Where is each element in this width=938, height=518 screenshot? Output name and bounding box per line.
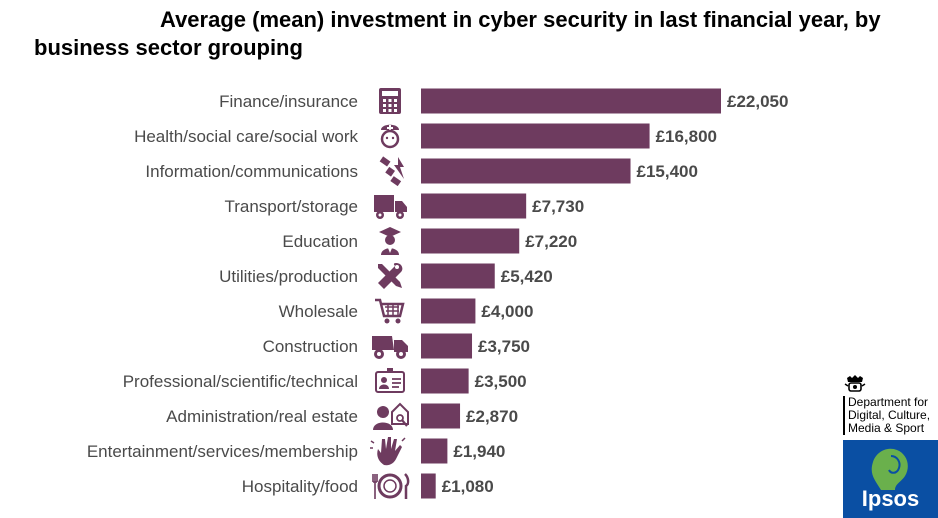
plate-cutlery-icon: [372, 473, 410, 499]
category-label: Hospitality/food: [242, 477, 358, 496]
chart-title-line-1: Average (mean) investment in cyber secur…: [160, 7, 881, 32]
chart-title-line-2: business sector grouping: [34, 35, 303, 60]
bar: [421, 193, 527, 219]
value-label: £7,730: [532, 197, 584, 216]
value-label: £22,050: [727, 92, 788, 111]
value-label: £7,220: [525, 232, 577, 251]
graduate-icon: [379, 227, 401, 255]
dcms-line-2: Digital, Culture,: [848, 408, 931, 422]
tools-icon: [378, 263, 403, 289]
chart-title: Average (mean) investment in cyber secur…: [34, 6, 934, 62]
dump-truck-icon: [372, 336, 408, 359]
category-label: Transport/storage: [224, 197, 358, 216]
category-label: Finance/insurance: [219, 92, 358, 111]
bar: [421, 473, 436, 499]
truck-icon: [374, 195, 407, 219]
category-label: Health/social care/social work: [134, 127, 358, 146]
category-label: Information/communications: [145, 162, 358, 181]
satellite-icon: [379, 156, 404, 187]
nurse-icon: [380, 124, 400, 149]
dcms-line-3: Media & Sport: [848, 421, 925, 435]
value-label: £3,750: [478, 337, 530, 356]
dcms-text: Department for Digital, Culture, Media &…: [843, 396, 938, 435]
bar: [421, 298, 476, 324]
bar: [421, 158, 631, 184]
category-label: Professional/scientific/technical: [123, 372, 358, 391]
value-label: £15,400: [637, 162, 698, 181]
value-label: £5,420: [501, 267, 553, 286]
category-label: Administration/real estate: [166, 407, 358, 426]
value-label: £4,000: [481, 302, 533, 321]
dcms-line-1: Department for: [848, 395, 929, 409]
value-label: £2,870: [466, 407, 518, 426]
category-label: Education: [282, 232, 358, 251]
category-label: Utilities/production: [219, 267, 358, 286]
category-label: Construction: [263, 337, 358, 356]
calculator-icon: [379, 88, 401, 114]
hand-icon: [370, 437, 406, 466]
category-label: Entertainment/services/membership: [87, 442, 358, 461]
value-label: £1,080: [442, 477, 494, 496]
bar: [421, 438, 448, 464]
shopping-cart-icon: [375, 298, 405, 324]
category-label: Wholesale: [279, 302, 358, 321]
royal-crest-icon: [844, 375, 866, 392]
bar: [421, 333, 473, 359]
id-card-icon: [375, 368, 405, 393]
value-label: £1,940: [453, 442, 505, 461]
value-label: £3,500: [475, 372, 527, 391]
dcms-logo: Department for Digital, Culture, Media &…: [843, 374, 938, 435]
bar: [421, 228, 520, 254]
bar: [421, 403, 461, 429]
value-label: £16,800: [656, 127, 717, 146]
bar: [421, 88, 721, 114]
bar: [421, 368, 469, 394]
ipsos-head-icon: [871, 448, 908, 490]
bar: [421, 123, 650, 149]
bar: [421, 263, 495, 289]
ipsos-logo: Ipsos: [843, 440, 938, 518]
ipsos-wordmark: Ipsos: [861, 486, 920, 511]
agent-house-icon: [373, 402, 409, 430]
